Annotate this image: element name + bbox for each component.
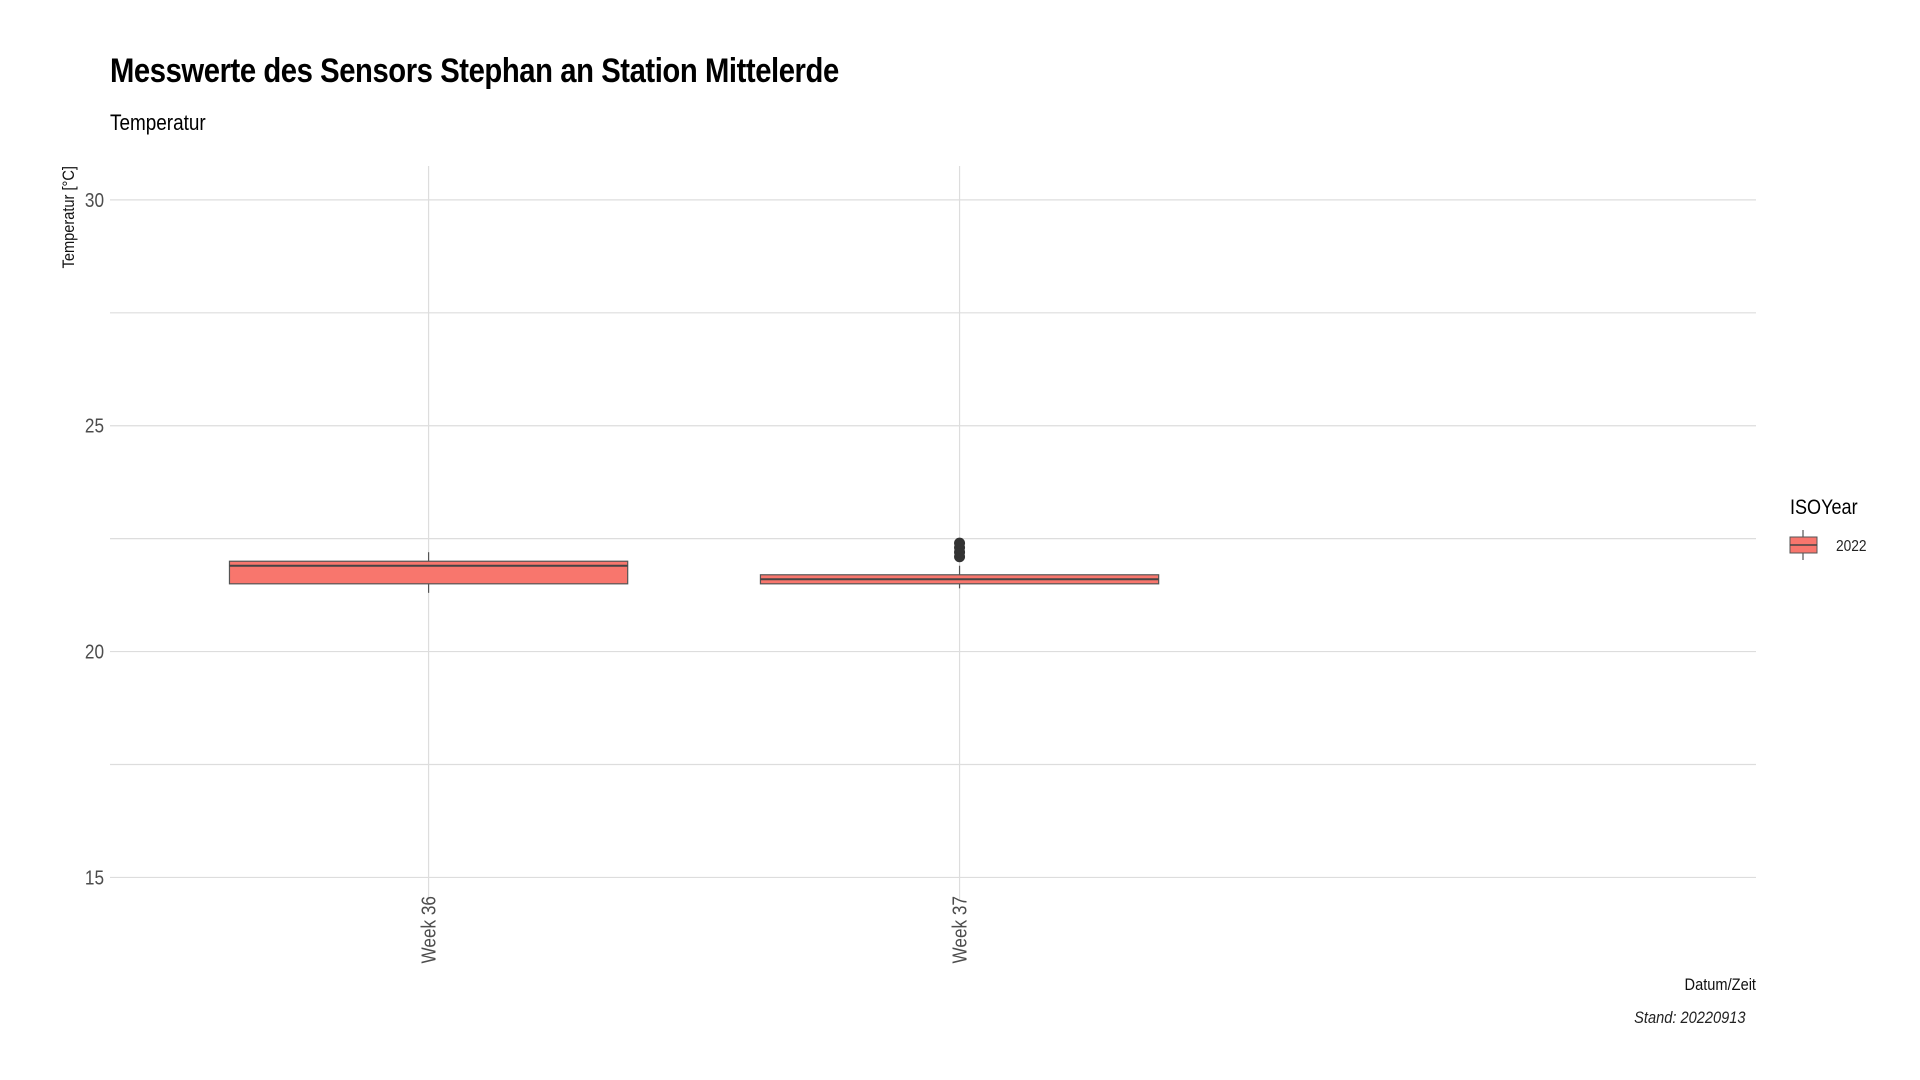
- legend-key-2022: [1789, 530, 1818, 560]
- box-week-37: [759, 537, 1160, 589]
- grid-layer: [110, 166, 1756, 900]
- chart-caption: Stand: 20220913: [1634, 1008, 1746, 1027]
- chart-title: Messwerte des Sensors Stephan an Station…: [110, 52, 839, 90]
- y-axis-title: Temperatur [°C]: [60, 166, 78, 268]
- x-tick-label: Week 37: [948, 896, 971, 964]
- x-tick-label: Week 36: [417, 896, 440, 964]
- box-body: [228, 560, 629, 585]
- box-layer: [228, 537, 1160, 593]
- legend: ISOYear 2022: [1789, 496, 1867, 560]
- x-tick-labels: Week 36 Week 37: [417, 896, 970, 964]
- chart-subtitle: Temperatur: [110, 110, 206, 135]
- outlier-point: [954, 537, 966, 549]
- y-tick-label: 20: [85, 640, 104, 663]
- y-tick-label: 25: [85, 414, 104, 437]
- box-week-36: [228, 552, 629, 593]
- y-tick-labels: 15 20 25 30: [85, 189, 104, 889]
- y-tick-label: 15: [85, 866, 104, 889]
- y-tick-label: 30: [85, 189, 104, 212]
- x-axis-title: Datum/Zeit: [1685, 976, 1757, 994]
- legend-label-2022: 2022: [1836, 537, 1867, 555]
- legend-title: ISOYear: [1790, 496, 1858, 520]
